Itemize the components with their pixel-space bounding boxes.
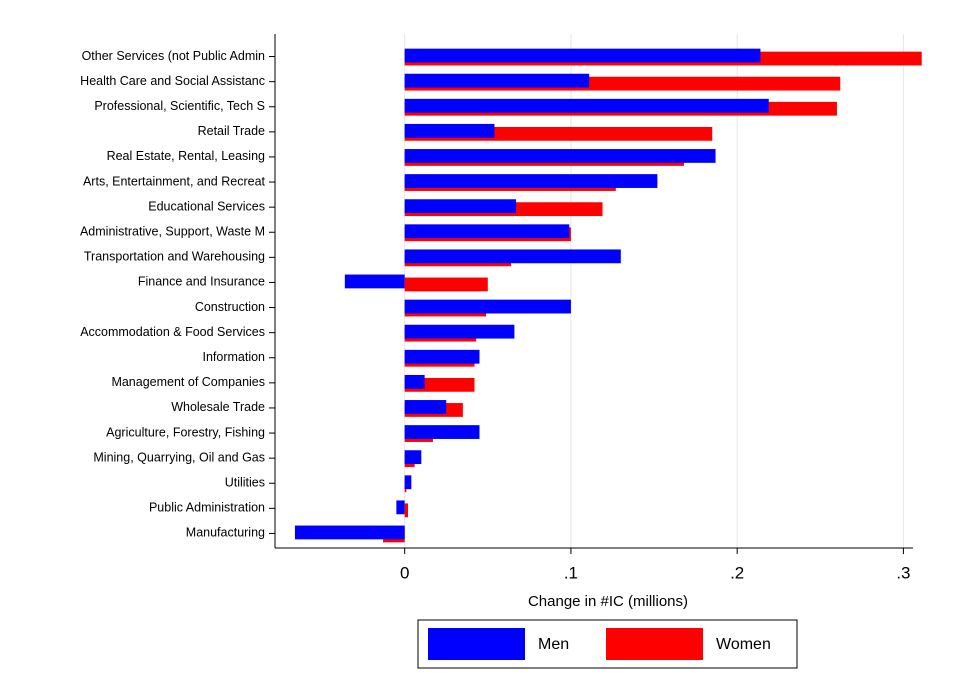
bar — [404, 98, 769, 113]
y-tick-label: Real Estate, Rental, Leasing — [107, 149, 265, 163]
bar — [404, 199, 517, 214]
bar — [294, 525, 405, 540]
bar — [404, 324, 515, 339]
y-tick-label: Utilities — [225, 476, 265, 490]
y-tick-label: Management of Companies — [111, 375, 265, 389]
legend-label: Women — [716, 636, 771, 653]
bar — [404, 425, 480, 439]
x-tick-label: .3 — [896, 563, 910, 582]
legend-swatch — [428, 628, 525, 660]
bar — [404, 400, 447, 414]
bar — [404, 149, 716, 163]
x-axis-title: Change in #IC (millions) — [528, 593, 688, 610]
bar — [404, 48, 761, 63]
y-tick-label: Wholesale Trade — [171, 400, 265, 414]
legend-label: Men — [538, 636, 569, 653]
bar — [404, 374, 425, 389]
y-tick-label: Agriculture, Forestry, Fishing — [106, 425, 265, 439]
y-tick-label: Finance and Insurance — [138, 275, 265, 289]
y-tick-label: Other Services (not Public Admin — [82, 49, 265, 63]
y-tick-label: Transportation and Warehousing — [84, 250, 265, 264]
x-tick-label: .1 — [564, 563, 578, 582]
y-tick-label: Construction — [195, 300, 265, 314]
y-tick-label: Retail Trade — [198, 124, 265, 138]
x-tick-label: 0 — [400, 563, 409, 582]
y-tick-label: Mining, Quarrying, Oil and Gas — [93, 450, 265, 464]
bar — [404, 349, 480, 364]
bar — [404, 224, 570, 239]
bar — [404, 277, 488, 292]
bar — [404, 73, 590, 88]
y-tick-label: Information — [202, 350, 265, 364]
y-tick-label: Arts, Entertainment, and Recreat — [83, 174, 266, 188]
y-tick-label: Accommodation & Food Services — [80, 325, 265, 339]
bar — [404, 450, 422, 465]
bar — [396, 500, 405, 515]
legend-swatch — [606, 628, 703, 660]
y-tick-label: Public Administration — [149, 501, 265, 515]
bar — [404, 299, 571, 314]
y-tick-label: Administrative, Support, Waste M — [80, 225, 265, 239]
bar — [404, 174, 658, 188]
y-tick-label: Health Care and Social Assistanc — [80, 74, 265, 88]
bar — [404, 503, 408, 518]
y-tick-label: Professional, Scientific, Tech S — [94, 99, 265, 113]
y-tick-label: Educational Services — [148, 199, 265, 213]
y-tick-label: Manufacturing — [186, 526, 265, 540]
bar — [404, 475, 412, 490]
x-tick-label: .2 — [730, 563, 744, 582]
bar — [404, 123, 495, 138]
bar — [344, 274, 405, 289]
bar — [404, 249, 621, 264]
